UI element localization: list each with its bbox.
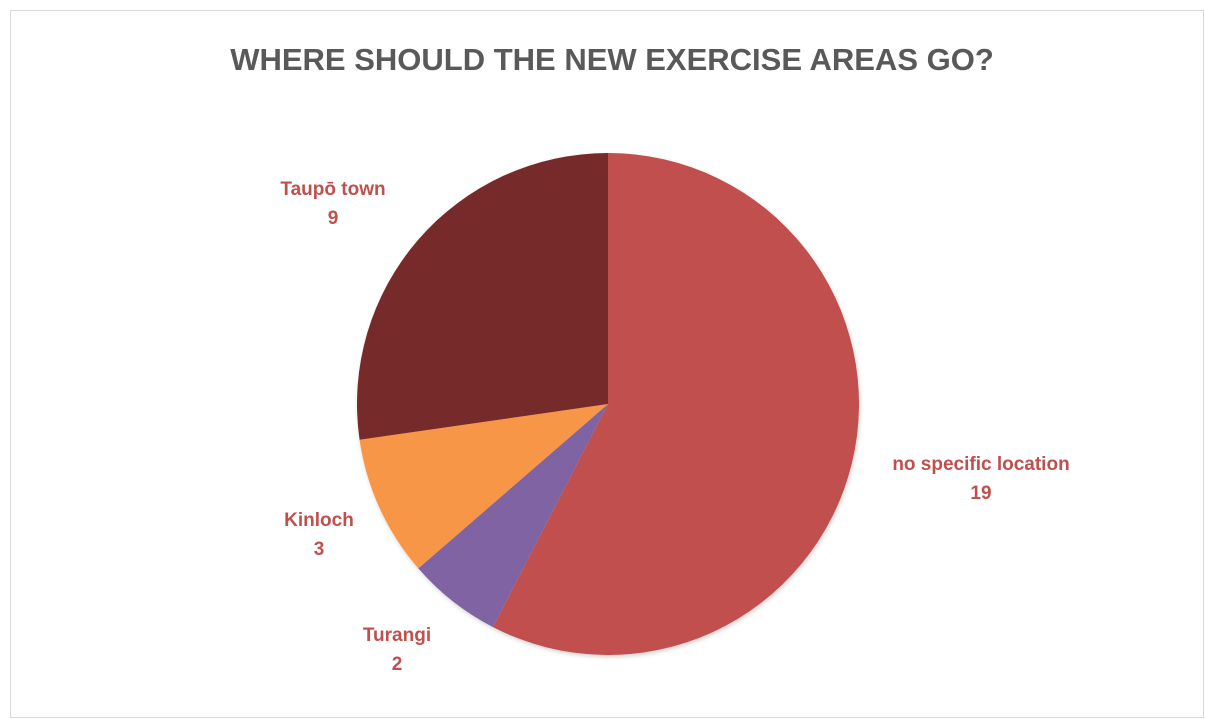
data-label-category-kinloch: Kinloch <box>284 510 354 531</box>
pie-slice-taupo-town <box>357 153 608 440</box>
pie-slice-no-specific-location <box>492 153 859 655</box>
data-label-value-no-specific-location: 19 <box>970 483 991 504</box>
data-label-value-kinloch: 3 <box>314 539 325 560</box>
data-label-category-taupo-town: Taupō town <box>280 179 385 200</box>
data-label-value-taupo-town: 9 <box>328 208 339 229</box>
pie-slice-kinloch <box>359 404 608 569</box>
data-label-value-turangi: 2 <box>392 654 403 675</box>
pie-slice-turangi <box>418 404 608 628</box>
data-label-category-no-specific-location: no specific location <box>892 454 1069 475</box>
chart-title: WHERE SHOULD THE NEW EXERCISE AREAS GO? <box>230 42 994 77</box>
data-label-category-turangi: Turangi <box>363 625 431 646</box>
data-labels: no specific location 19 Turangi 2 Kinloch 3 Ta… <box>280 179 1069 675</box>
pie-slices <box>357 153 859 655</box>
